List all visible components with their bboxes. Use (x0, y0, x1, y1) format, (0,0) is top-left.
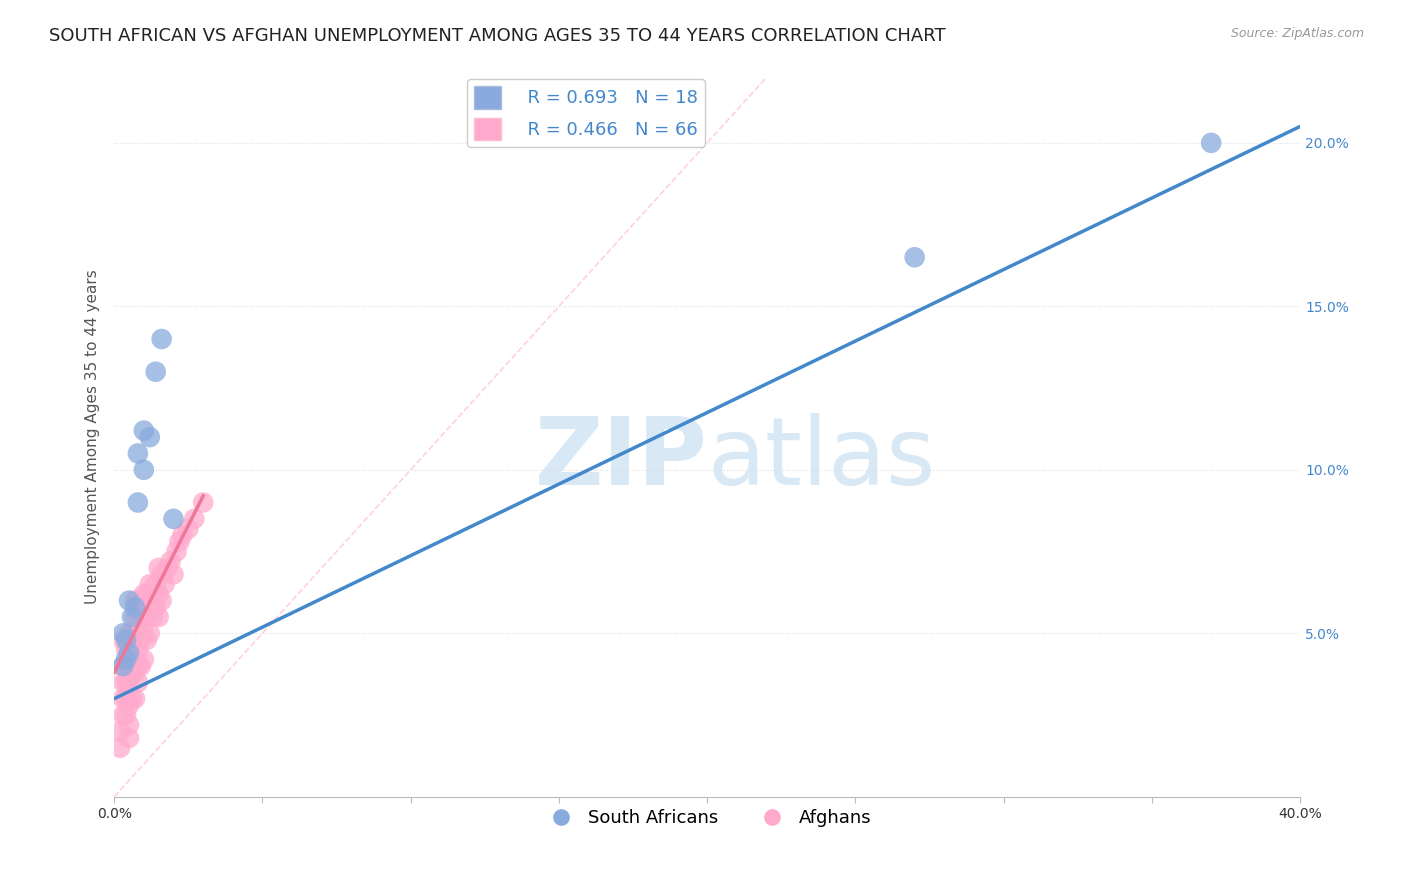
Point (162, 512, 184, 526)
Point (115, 691, 138, 706)
Point (121, 691, 143, 706)
Point (121, 652, 143, 666)
Point (127, 642, 149, 657)
Point (148, 561, 170, 575)
Point (115, 659, 138, 673)
Point (124, 691, 146, 706)
Point (127, 675, 149, 690)
Point (150, 332, 173, 346)
Point (132, 626, 155, 640)
Point (112, 708, 135, 723)
Text: SOUTH AFRICAN VS AFGHAN UNEMPLOYMENT AMONG AGES 35 TO 44 YEARS CORRELATION CHART: SOUTH AFRICAN VS AFGHAN UNEMPLOYMENT AMO… (49, 27, 946, 45)
Point (127, 446, 149, 460)
Point (112, 659, 135, 673)
Point (112, 691, 135, 706)
Point (118, 646, 141, 660)
Point (904, 250, 927, 264)
Point (145, 577, 167, 591)
Point (135, 632, 157, 647)
Point (118, 698, 141, 713)
Point (132, 463, 155, 477)
Point (148, 587, 170, 601)
Point (127, 600, 149, 615)
Point (127, 495, 149, 509)
Point (118, 731, 141, 745)
Point (112, 675, 135, 690)
Y-axis label: Unemployment Among Ages 35 to 44 years: Unemployment Among Ages 35 to 44 years (86, 269, 100, 605)
Text: ZIP: ZIP (534, 413, 707, 505)
Point (142, 610, 165, 624)
Legend: South Africans, Afghans: South Africans, Afghans (536, 802, 879, 835)
Point (156, 561, 179, 575)
Point (162, 567, 184, 582)
Point (132, 610, 155, 624)
Point (118, 659, 141, 673)
Point (142, 587, 165, 601)
Point (124, 610, 146, 624)
Point (118, 626, 141, 640)
Point (165, 544, 187, 558)
Point (127, 659, 149, 673)
Point (135, 587, 157, 601)
Point (135, 610, 157, 624)
Point (121, 626, 143, 640)
Point (115, 642, 138, 657)
Point (129, 632, 152, 647)
Point (127, 626, 149, 640)
Point (150, 567, 173, 582)
Point (124, 665, 146, 680)
Point (139, 626, 162, 640)
Point (118, 642, 141, 657)
Point (132, 424, 155, 438)
Point (124, 600, 146, 615)
Point (172, 528, 194, 542)
Point (145, 600, 167, 615)
Point (115, 708, 138, 723)
Point (124, 593, 146, 607)
Point (177, 522, 200, 536)
Point (132, 652, 155, 666)
Point (118, 718, 141, 732)
Point (148, 610, 170, 624)
Point (108, 740, 131, 755)
Point (118, 593, 141, 607)
Point (124, 652, 146, 666)
Point (139, 577, 162, 591)
Point (108, 724, 131, 739)
Point (159, 554, 181, 568)
Point (112, 626, 135, 640)
Point (1199, 136, 1222, 150)
Point (183, 512, 205, 526)
Point (118, 675, 141, 690)
Point (191, 495, 214, 509)
Point (115, 675, 138, 690)
Point (169, 534, 191, 549)
Point (145, 365, 167, 379)
Point (115, 652, 138, 666)
Point (153, 577, 176, 591)
Text: atlas: atlas (707, 413, 935, 505)
Point (132, 587, 155, 601)
Point (124, 632, 146, 647)
Point (115, 632, 138, 647)
Point (139, 430, 162, 444)
Point (112, 659, 135, 673)
Point (121, 665, 143, 680)
Point (112, 632, 135, 647)
Point (150, 593, 173, 607)
Point (129, 659, 152, 673)
Point (139, 600, 162, 615)
Point (121, 610, 143, 624)
Point (129, 610, 152, 624)
Text: Source: ZipAtlas.com: Source: ZipAtlas.com (1230, 27, 1364, 40)
